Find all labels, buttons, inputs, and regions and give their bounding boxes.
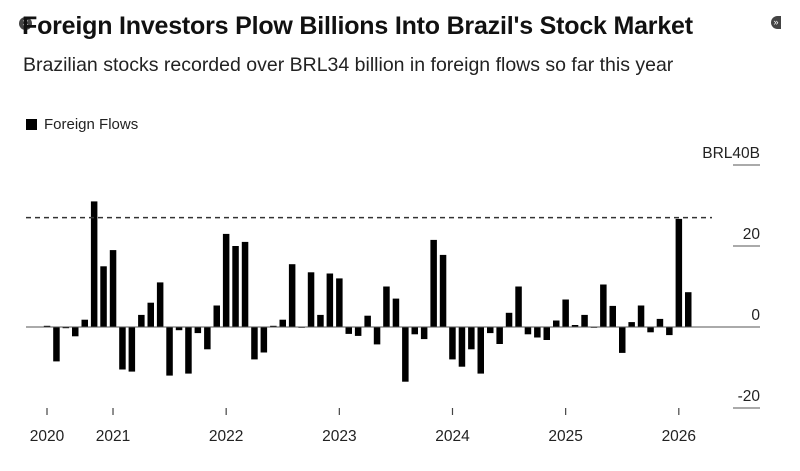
- bar: [458, 327, 466, 367]
- y-tick-label: 0: [751, 307, 760, 324]
- bar: [600, 284, 607, 327]
- bar: [647, 327, 654, 333]
- bar: [449, 327, 456, 360]
- bar: [326, 273, 334, 327]
- bar: [543, 327, 550, 340]
- bar: [383, 286, 390, 327]
- bar: [345, 327, 352, 334]
- bar: [628, 322, 635, 327]
- x-tick-label: 2021: [96, 428, 130, 445]
- bar: [477, 327, 484, 374]
- bar: [166, 327, 173, 376]
- bar: [43, 325, 51, 327]
- y-tick-label: -20: [738, 388, 761, 405]
- bar: [62, 327, 70, 329]
- bar: [156, 282, 164, 327]
- bar: [373, 327, 381, 345]
- bar: [666, 327, 673, 336]
- bar: [175, 327, 183, 331]
- bar: [656, 318, 664, 327]
- x-tick-label: 2023: [322, 428, 356, 445]
- bar: [307, 272, 315, 327]
- bar: [402, 327, 409, 382]
- bar: [468, 327, 475, 350]
- legend: Foreign Flows: [26, 116, 138, 133]
- legend-swatch-foreign-flows: [26, 119, 37, 130]
- bar: [100, 266, 107, 328]
- y-axis: BRL40B 20 0 -20: [702, 145, 761, 409]
- bar: [90, 201, 98, 327]
- bar: [637, 305, 645, 327]
- x-tick-label: 2025: [548, 428, 582, 445]
- bar: [317, 314, 324, 327]
- x-tick-label: 2020: [30, 428, 65, 445]
- bar: [505, 312, 513, 327]
- x-tick-label: 2026: [662, 428, 696, 445]
- bar: [138, 314, 145, 327]
- bar: [119, 327, 126, 370]
- bar: [609, 305, 616, 327]
- bar: [562, 299, 569, 327]
- close-icon[interactable]: ✕: [19, 17, 32, 30]
- bar: [675, 218, 683, 327]
- bar: [72, 327, 79, 337]
- bar: [487, 327, 494, 334]
- bars: [43, 201, 692, 382]
- bar: [185, 327, 192, 374]
- bar: [364, 315, 371, 327]
- bar: [251, 327, 258, 360]
- bar: [336, 278, 343, 327]
- chart-subtitle: Brazilian stocks recorded over BRL34 bil…: [23, 54, 674, 76]
- bar: [288, 264, 296, 327]
- bar: [571, 325, 579, 327]
- bar: [279, 319, 286, 327]
- bar: [241, 241, 249, 327]
- bar: [354, 327, 362, 336]
- bar: [619, 327, 626, 353]
- bar: [53, 327, 60, 362]
- bar: [128, 327, 136, 372]
- bar: [581, 314, 588, 327]
- bar: [81, 319, 88, 327]
- bar: [147, 302, 154, 327]
- double-chevron-right-icon[interactable]: »: [771, 16, 781, 29]
- x-axis: 2020 2021 2022 2023 2024 2025 2026: [30, 408, 696, 445]
- chart-title: Foreign Investors Plow Billions Into Bra…: [22, 12, 693, 40]
- bar: [270, 325, 277, 327]
- x-tick-label: 2024: [435, 428, 470, 445]
- bar: [194, 327, 202, 334]
- bar: [524, 327, 532, 335]
- bar: [430, 239, 437, 327]
- bar: [496, 327, 503, 344]
- bar: [515, 286, 522, 327]
- bar: [204, 327, 211, 350]
- bar: [213, 305, 220, 327]
- y-tick-label: BRL40B: [702, 145, 760, 162]
- bar: [685, 292, 692, 327]
- bar: [232, 246, 239, 327]
- y-tick-label: 20: [743, 226, 761, 243]
- bar: [439, 254, 447, 327]
- bar: [392, 298, 400, 327]
- legend-label-foreign-flows: Foreign Flows: [44, 116, 139, 133]
- x-tick-label: 2022: [209, 428, 243, 445]
- bar: [222, 233, 230, 327]
- bar: [109, 250, 117, 327]
- bar: [553, 320, 560, 327]
- bar: [411, 327, 418, 335]
- bar: [260, 327, 268, 353]
- bar: [420, 327, 428, 340]
- bar: [534, 327, 541, 338]
